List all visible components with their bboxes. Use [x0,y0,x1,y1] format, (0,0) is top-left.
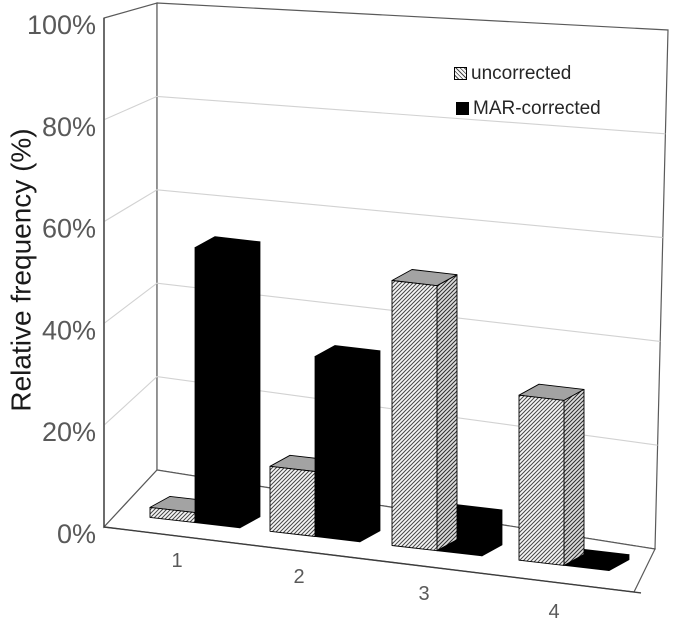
bar-uncorrected-cat3 [391,269,458,552]
x-category-label-1: 1 [171,550,182,572]
left-wall [103,2,158,529]
bar-side-face [563,388,585,566]
bar-front-face [518,394,565,566]
bar-front-face [194,247,241,529]
x-category-label-4: 4 [548,601,559,622]
legend-swatch-hatched-icon [454,67,467,80]
gridline-60% [103,189,663,239]
y-tick-label-60%: 60% [42,214,96,244]
legend-label-mar-corrected: MAR-corrected [473,98,601,119]
legend-item-mar-corrected: MAR-corrected [456,99,601,118]
y-tick-label-80%: 80% [42,112,96,142]
x-category-label-3: 3 [418,583,429,605]
bar-mar-corrected-cat2 [314,345,381,543]
y-tick-label-0%: 0% [57,519,96,549]
y-tick-label-20%: 20% [42,417,96,447]
x-category-label-2: 2 [293,566,304,588]
bar-front-face [314,356,361,543]
bar-side-face [239,241,261,529]
bar-front-face [391,280,438,552]
bar-front-face [269,465,316,537]
gridline-80% [103,95,666,135]
legend-swatch-solid-icon [456,102,469,115]
legend-item-uncorrected: uncorrected [454,64,571,83]
bar-side-face [436,274,458,552]
x-axis-line [103,526,642,594]
y-axis-title: Relative frequency (%) [6,128,37,411]
gridline-40% [103,282,661,342]
bar-uncorrected-cat4 [518,383,585,566]
y-tick-label-100%: 100% [27,10,96,40]
legend-label-uncorrected: uncorrected [471,63,572,84]
gridline-20% [103,376,658,446]
bar-side-face [359,350,381,543]
bar-mar-corrected-cat1 [194,236,261,529]
y-tick-label-40%: 40% [42,315,96,345]
